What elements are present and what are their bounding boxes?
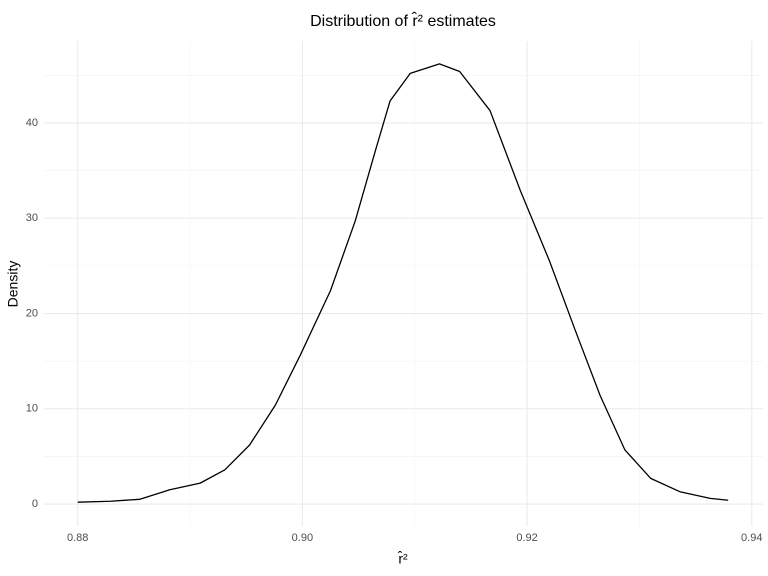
density-line	[77, 63, 729, 503]
y-tick-label: 10	[26, 403, 38, 415]
y-axis-label: Density	[5, 261, 21, 308]
x-tick-label: 0.94	[741, 532, 762, 544]
y-tick-label: 20	[26, 307, 38, 319]
y-tick-label: 0	[32, 498, 38, 510]
x-axis-label: r̂²	[397, 550, 408, 567]
x-tick-label: 0.88	[67, 532, 88, 544]
chart-title: Distribution of r̂² estimates	[310, 10, 496, 30]
y-tick-label: 40	[26, 117, 38, 129]
y-tick-label: 30	[26, 212, 38, 224]
x-tick-label: 0.90	[292, 532, 313, 544]
x-tick-label: 0.92	[516, 532, 537, 544]
